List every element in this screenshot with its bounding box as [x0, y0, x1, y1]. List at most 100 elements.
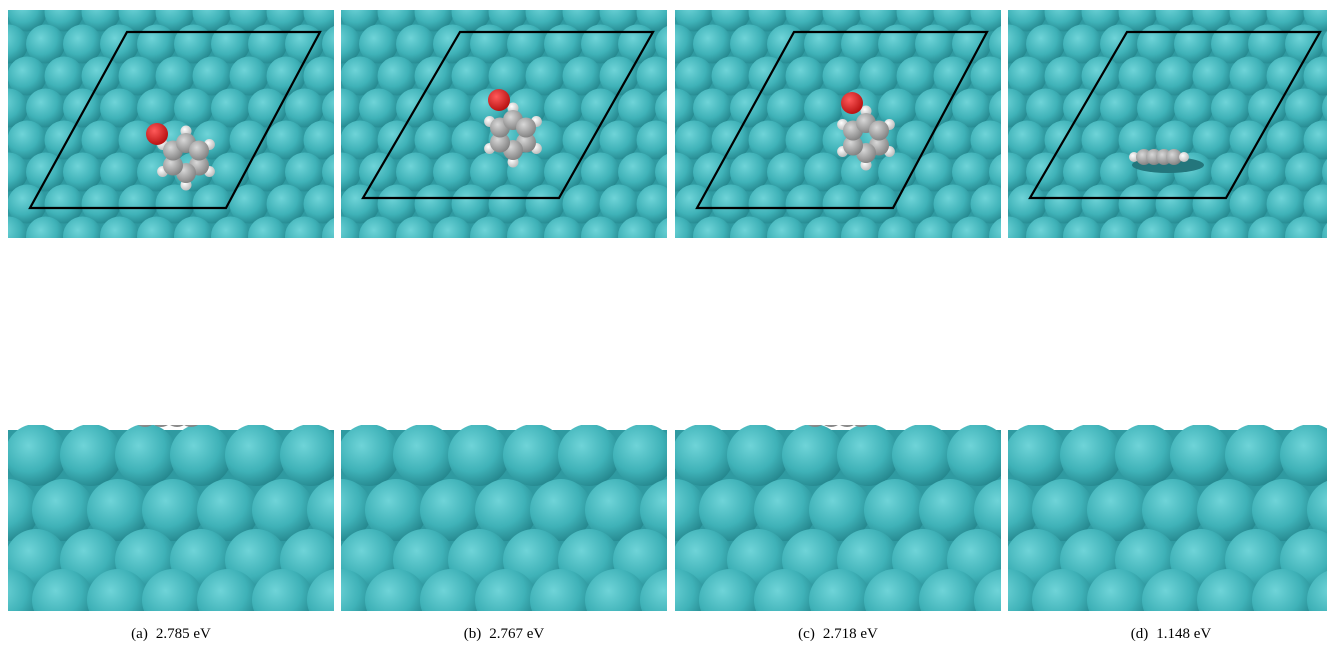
- atom-pt: [693, 217, 732, 256]
- top-view: [638, 0, 1066, 288]
- atom-pt: [503, 424, 565, 486]
- atom-o: [207, 389, 237, 419]
- atom-pt: [1026, 217, 1065, 256]
- caption-label: (b): [464, 626, 482, 642]
- atom-pt: [897, 249, 936, 288]
- atom-pt: [1100, 217, 1139, 256]
- atom-pt: [841, 217, 880, 256]
- atom-pt: [338, 424, 400, 486]
- atom-pt: [45, 249, 84, 288]
- atom-h: [797, 404, 809, 416]
- atom-pt: [600, 249, 639, 288]
- atom-pt: [115, 424, 177, 486]
- atom-c: [486, 399, 512, 425]
- atom-pt: [1119, 249, 1158, 288]
- atom-pt: [1211, 217, 1250, 256]
- atom-pt: [809, 569, 871, 631]
- atom-c: [516, 118, 536, 138]
- atom-pt: [100, 217, 139, 256]
- atom-pt: [119, 249, 158, 288]
- atom-pt: [585, 569, 647, 631]
- atom-pt: [804, 217, 843, 256]
- atom-pt: [8, 249, 47, 288]
- atom-pt: [475, 569, 537, 631]
- atom-h: [835, 400, 847, 412]
- atom-pt: [142, 569, 204, 631]
- atom-pt: [433, 217, 472, 256]
- atom-pt: [1063, 217, 1102, 256]
- caption: (d)1.148 eV: [1131, 626, 1212, 642]
- caption-energy: 2.767 eV: [489, 626, 544, 642]
- atom-h: [503, 398, 515, 410]
- atom-c: [802, 401, 828, 427]
- atom-pt: [32, 569, 94, 631]
- atom-pt: [1032, 569, 1094, 631]
- atom-c: [189, 141, 209, 161]
- atom-pt: [947, 424, 1009, 486]
- atom-h: [1227, 355, 1241, 369]
- atom-pt: [156, 249, 195, 288]
- atom-pt: [1304, 249, 1327, 288]
- atom-h: [551, 400, 563, 412]
- atom-pt: [63, 217, 102, 256]
- atom-pt: [1008, 249, 1047, 288]
- atom-c: [1174, 331, 1200, 357]
- atom-pt: [878, 217, 917, 256]
- atom-pt: [60, 424, 122, 486]
- caption: (c) 2.718 eV: [798, 626, 878, 642]
- atom-o: [855, 389, 885, 419]
- atom-pt: [252, 569, 314, 631]
- atom-c: [1163, 349, 1189, 375]
- atom-h: [883, 402, 895, 414]
- atom-pt: [782, 424, 844, 486]
- atom-pt: [5, 424, 67, 486]
- atom-c: [818, 401, 844, 427]
- atom-h: [1179, 152, 1189, 162]
- atom-pt: [727, 424, 789, 486]
- atom-pt: [971, 249, 1010, 288]
- atom-pt: [415, 249, 454, 288]
- atom-h: [1153, 355, 1167, 369]
- atom-o: [488, 89, 510, 111]
- caption: (a)2.785 eV: [131, 626, 211, 642]
- atom-pt: [1285, 217, 1324, 256]
- top-view: [0, 0, 398, 288]
- atom-c: [869, 121, 889, 141]
- atom-pt: [452, 249, 491, 288]
- atom-pt: [82, 249, 121, 288]
- atom-pt: [919, 569, 981, 631]
- caption-label: (a): [131, 626, 148, 642]
- atom-pt: [1115, 424, 1177, 486]
- atom-pt: [1174, 217, 1213, 256]
- atom-pt: [341, 249, 380, 288]
- atom-pt: [211, 217, 250, 256]
- atom-pt: [359, 217, 398, 256]
- atom-pt: [1142, 569, 1204, 631]
- atom-o: [841, 92, 863, 114]
- atom-pt: [749, 249, 788, 288]
- atom-pt: [507, 217, 546, 256]
- atom-c: [1195, 331, 1221, 357]
- atom-c: [1195, 367, 1221, 393]
- atom-c: [470, 399, 496, 425]
- atom-pt: [618, 217, 657, 256]
- atom-pt: [1005, 424, 1067, 486]
- top-view: [971, 0, 1327, 288]
- atom-pt: [378, 249, 417, 288]
- atom-c: [1205, 349, 1231, 375]
- atom-pt: [267, 249, 306, 288]
- atom-pt: [613, 424, 675, 486]
- atom-pt: [638, 249, 677, 288]
- figure: (a)2.785 eV (b) 2.767 eV (c) 2.718 eV (d)1.14…: [0, 0, 1327, 648]
- atom-pt: [892, 424, 954, 486]
- atom-c: [164, 401, 190, 427]
- caption-energy: 2.718 eV: [823, 626, 878, 642]
- caption-label: (c): [798, 626, 815, 642]
- atom-pt: [304, 249, 343, 288]
- atom-pt: [170, 424, 232, 486]
- atom-pt: [396, 217, 435, 256]
- atom-o: [1193, 394, 1221, 422]
- atom-pt: [581, 217, 620, 256]
- atom-c: [178, 401, 204, 427]
- atom-pt: [248, 217, 287, 256]
